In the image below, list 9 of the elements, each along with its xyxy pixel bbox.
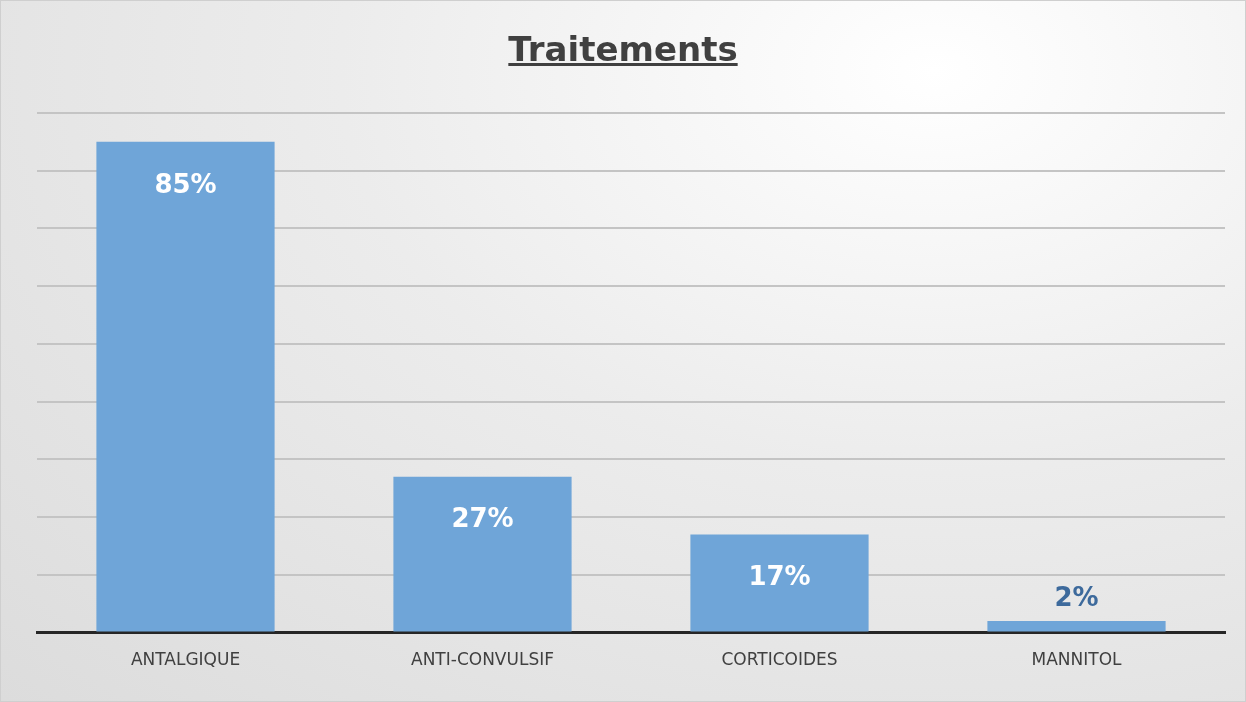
- chart-title: Traitements: [507, 29, 739, 69]
- data-label: 85%: [154, 168, 217, 199]
- x-tick-label: MANNITOL: [1031, 649, 1123, 670]
- x-tick-label: ANTI-CONVULSIF: [411, 649, 554, 670]
- data-label: 2%: [1054, 581, 1099, 612]
- data-label: 27%: [451, 503, 514, 534]
- x-tick-label: CORTICOIDES: [721, 649, 838, 670]
- x-tick-label: ANTALGIQUE: [130, 649, 241, 670]
- data-label: 17%: [748, 561, 811, 592]
